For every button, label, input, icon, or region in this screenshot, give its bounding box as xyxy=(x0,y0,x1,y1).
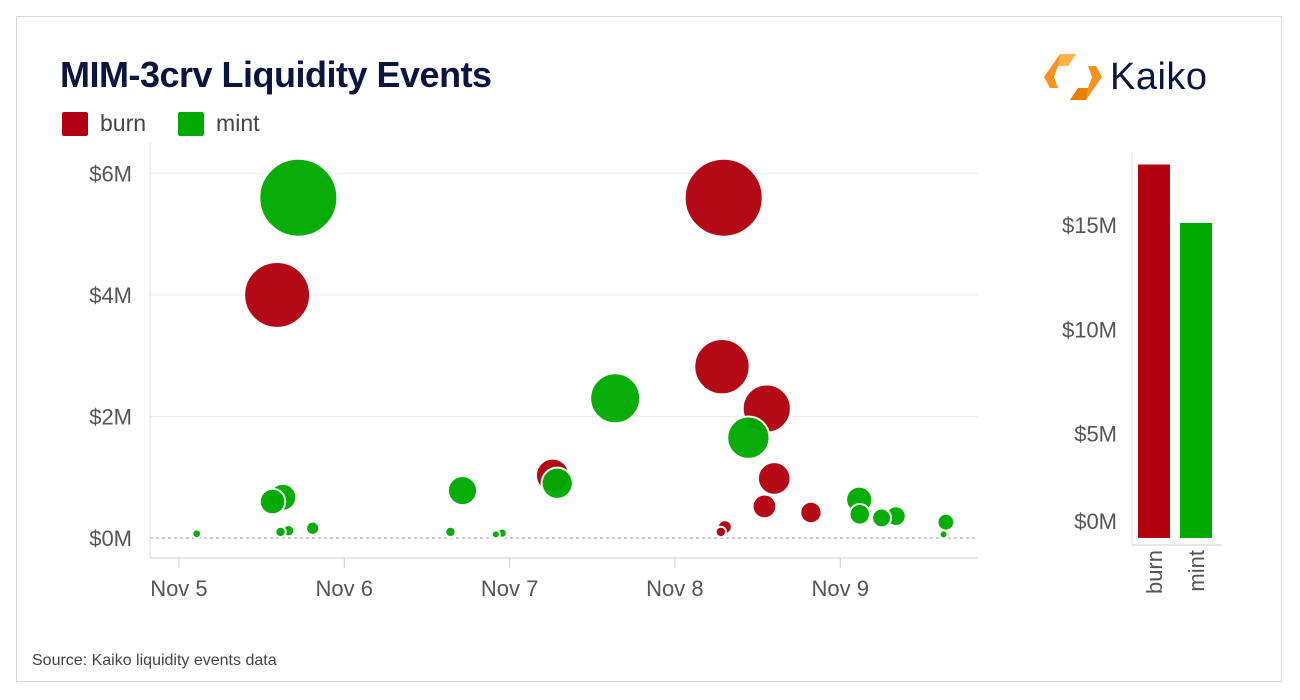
mint-bubble xyxy=(848,503,872,526)
chart-title: MIM-3crv Liquidity Events xyxy=(60,54,492,95)
bar-marks xyxy=(1138,164,1212,538)
x-tick-label: Nov 7 xyxy=(481,576,538,601)
kaiko-logo: Kaiko xyxy=(1044,52,1208,102)
mint-bubble xyxy=(446,475,479,507)
y-tick-label: $0M xyxy=(89,526,132,551)
bar-category-label: mint xyxy=(1184,550,1209,592)
x-tick-label: Nov 6 xyxy=(316,576,373,601)
scatter-points xyxy=(191,157,956,540)
mint-bubble xyxy=(258,487,287,516)
bubble-chart: $0M $2M $4M $6M Nov 5 Nov 6 Nov 7 Nov 8 Nov 9 xyxy=(89,143,978,601)
burn-bubble xyxy=(714,525,728,539)
legend: burn mint xyxy=(62,110,292,137)
legend-swatch-mint xyxy=(178,111,205,136)
mint-bubble xyxy=(726,415,771,460)
mint-bubble xyxy=(191,528,203,540)
burn-bubble xyxy=(683,157,764,238)
y-tick-label: $4M xyxy=(89,283,132,308)
chart-frame xyxy=(16,16,1282,682)
mint-bubble xyxy=(540,466,574,500)
kaiko-logo-icon xyxy=(1044,54,1102,100)
bar-y-tick-label: $0M xyxy=(1074,509,1117,534)
legend-label-mint: mint xyxy=(216,110,260,136)
burn-bubble xyxy=(756,461,792,496)
mint-bubble xyxy=(444,525,457,539)
x-tick-label: Nov 8 xyxy=(646,576,703,601)
mint-bubble xyxy=(258,157,339,238)
mint-bubble xyxy=(274,525,287,539)
kaiko-logo-text: Kaiko xyxy=(1110,55,1208,98)
burn-bubble xyxy=(751,493,778,520)
bar-y-tick-label: $15M xyxy=(1062,213,1117,238)
bar-category-label: burn xyxy=(1142,550,1167,594)
mint-bubble xyxy=(589,372,642,425)
burn-bubble xyxy=(243,260,312,329)
bar-mint xyxy=(1180,222,1212,538)
bar-axes: $0M $5M $10M $15M burn mint xyxy=(1062,152,1222,594)
y-tick-label: $6M xyxy=(89,161,132,186)
legend-label-burn: burn xyxy=(100,110,147,136)
legend-item-mint[interactable]: mint xyxy=(178,110,260,137)
bar-burn xyxy=(1138,164,1170,538)
bar-y-tick-label: $10M xyxy=(1062,317,1117,342)
bar-y-tick-label: $5M xyxy=(1074,422,1117,447)
scatter-axes: $0M $2M $4M $6M Nov 5 Nov 6 Nov 7 Nov 8 Nov 9 xyxy=(89,143,978,601)
x-tick-label: Nov 5 xyxy=(150,576,207,601)
mint-bubble xyxy=(490,529,501,540)
source-note: Source: Kaiko liquidity events data xyxy=(32,652,277,669)
mint-bubble xyxy=(871,507,893,529)
mint-bubble xyxy=(305,520,321,536)
burn-bubble xyxy=(693,337,751,396)
y-tick-label: $2M xyxy=(89,404,132,429)
burn-bubble xyxy=(799,500,823,525)
total-bar-chart: $0M $5M $10M $15M burn mint xyxy=(1062,152,1222,594)
x-tick-label: Nov 9 xyxy=(811,576,868,601)
legend-item-burn[interactable]: burn xyxy=(62,110,146,137)
legend-swatch-burn xyxy=(62,111,88,136)
mint-bubble xyxy=(938,529,949,540)
